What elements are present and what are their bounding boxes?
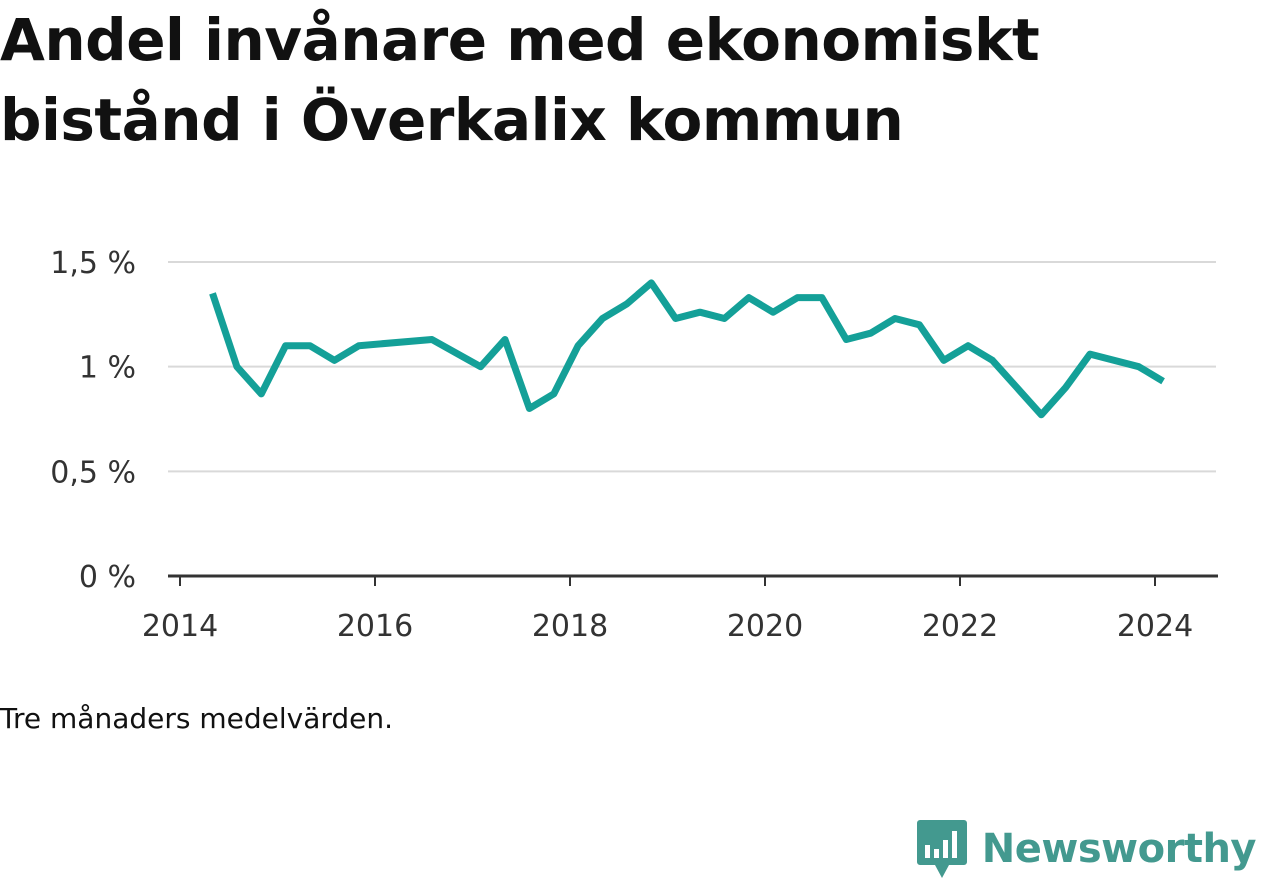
data-point [941,357,947,363]
data-point [283,343,289,349]
y-tick-label: 0 % [79,560,136,595]
data-point [965,343,971,349]
data-point [746,295,752,301]
data-point [258,391,264,397]
data-point [1038,412,1044,418]
line-chart: 0 % 0,5 % 1 % 1,5 % 2014 2016 2018 2020 2022 202… [50,246,1218,644]
series-line [209,279,1165,419]
data-point [990,357,996,363]
data-point [892,316,898,322]
data-point [721,316,727,322]
y-tick-label: 1 % [79,351,136,386]
chart-note: Tre månaders medelvärden. [0,702,394,735]
y-axis-tick-labels: 0 % 0,5 % 1 % 1,5 % [50,246,136,595]
data-point [307,343,313,349]
data-point [624,301,630,307]
grid-lines [168,261,1216,473]
x-tick-label: 2016 [337,609,413,644]
y-tick-label: 0,5 % [50,455,136,490]
data-point [234,364,240,370]
series-lines [209,279,1166,419]
data-point [697,309,703,315]
data-point [600,316,606,322]
data-point [478,364,484,370]
data-point [1063,385,1069,391]
newsworthy-logo-icon [916,820,967,878]
data-point [429,337,435,343]
data-point [770,309,776,315]
data-point [551,391,557,397]
data-point [1014,385,1020,391]
x-axis: 2014 2016 2018 2020 2022 2024 [142,574,1218,644]
data-point [331,357,337,363]
data-point [673,316,679,322]
data-point [1087,351,1093,357]
data-point [648,280,654,286]
data-point [916,322,922,328]
data-point [575,343,581,349]
data-point [868,330,874,336]
data-point [210,290,216,296]
x-tick-label: 2022 [922,609,998,644]
data-point [843,337,849,343]
brand-logo[interactable]: Newsworthy [916,818,1257,880]
data-point [502,337,508,343]
data-point [1136,364,1142,370]
data-point [819,295,825,301]
chart-title: Andel invånare med ekonomiskt bistånd i … [0,6,1040,154]
x-tick-label: 2014 [142,609,218,644]
x-tick-label: 2024 [1117,609,1193,644]
x-tick-label: 2018 [532,609,608,644]
brand-name: Newsworthy [981,826,1257,872]
x-tick-label: 2020 [727,609,803,644]
data-point [795,295,801,301]
y-tick-label: 1,5 % [50,246,136,281]
data-point [356,343,362,349]
data-point [526,406,532,412]
data-point [1160,378,1166,384]
